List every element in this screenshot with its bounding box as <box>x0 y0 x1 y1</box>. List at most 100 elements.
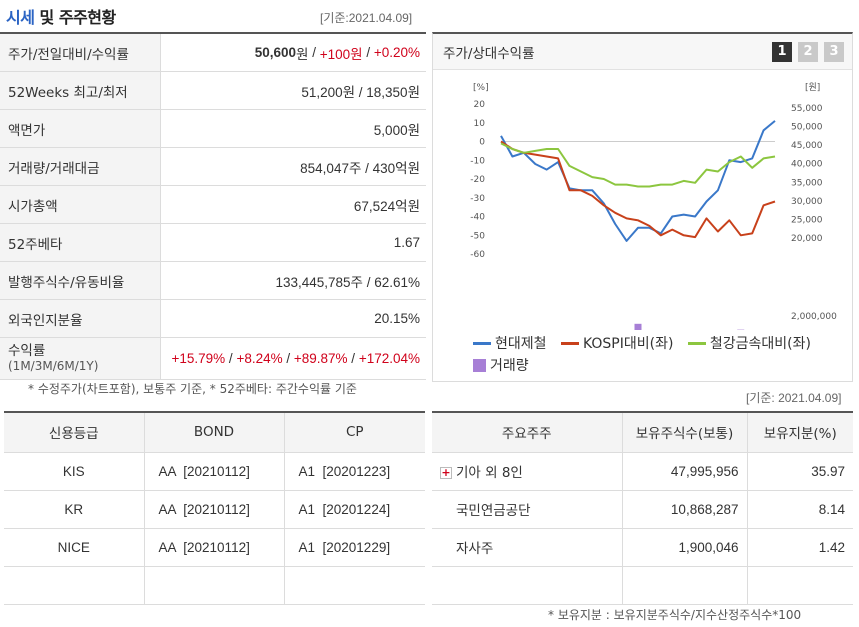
pct-cell: 8.14 <box>747 490 853 529</box>
shares-cell: 10,868,287 <box>622 490 748 529</box>
separator: / <box>308 45 320 60</box>
price-change: +100원 <box>319 46 363 62</box>
returns-label: 수익률 <box>8 342 46 359</box>
summary-label: 발행주식수/유동비율 <box>0 262 161 299</box>
agency-cell: KR <box>4 490 145 529</box>
summary-row: 발행주식수/유동비율 133,445,785주 / 62.61% <box>0 262 426 300</box>
returns-sublabel: (1M/3M/6M/1Y) <box>8 358 99 373</box>
return-1m: +15.79% <box>171 351 226 366</box>
left-tick-label: -20 <box>470 175 485 185</box>
price-unit: 원 <box>296 46 309 62</box>
summary-value: 854,047주 / 430억원 <box>300 160 420 176</box>
chart-panel: 주가/상대수익률 1 2 3 [%] [원] 20 10 0 -10 -20 -30 -40 -5… <box>432 32 853 382</box>
empty-cell <box>144 566 285 605</box>
page-title: 시세 및 주주현황 <box>6 4 116 28</box>
summary-label: 거래량/거래대금 <box>0 148 161 185</box>
summary-label: 외국인지분율 <box>0 300 161 337</box>
empty-cell <box>747 566 853 605</box>
chart-legend: 현대제철 KOSPI대비(좌) 철강금속대비(좌) 거래량 <box>473 332 853 376</box>
chart-pager: 1 2 3 <box>772 41 844 62</box>
holder-cell: + 기아 외 8인 <box>432 452 623 491</box>
separator: / <box>282 351 294 366</box>
legend-label: KOSPI대비(좌) <box>582 336 674 352</box>
title-rest: 및 주주현황 <box>39 8 117 27</box>
column-header: 주요주주 <box>432 412 623 453</box>
series-line <box>500 120 776 242</box>
summary-row-returns: 수익률 (1M/3M/6M/1Y) +15.79% / +8.24% / +89… <box>0 338 426 380</box>
legend-swatch <box>473 341 491 345</box>
right-tick-label: 25,000 <box>791 215 823 225</box>
expand-plus-icon[interactable]: + <box>440 466 452 479</box>
separator: / <box>362 45 374 60</box>
table-header-row: 주요주주 보유주식수(보통) 보유지분(%) <box>432 412 853 453</box>
right-tick-label: 40,000 <box>791 160 823 170</box>
holders-note: * 보유지분 : 보유지분주식수/지수산정주식수*100 <box>548 608 802 622</box>
volume-tick-label: 2,000,000 <box>791 312 837 322</box>
right-tick-label: 50,000 <box>791 123 823 133</box>
legend-swatch <box>473 358 486 372</box>
table-row: + 기아 외 8인 47,995,956 35.97 <box>432 452 853 491</box>
summary-row: 52Weeks 최고/최저 51,200원 / 18,350원 <box>0 72 426 110</box>
table-header-row: 신용등급 BOND CP <box>4 412 425 453</box>
summary-label: 시가총액 <box>0 186 161 223</box>
legend-label: 철강금속대비(좌) <box>709 336 811 352</box>
holders-basis-date: [기준: 2021.04.09] <box>746 391 842 405</box>
summary-note: * 수정주가(차트포함), 보통주 기준, * 52주베타: 주간수익률 기준 <box>28 382 357 396</box>
summary-row-price: 주가/전일대비/수익률 50,600 원 / +100원 / +0.20% <box>0 34 426 72</box>
pct-cell: 1.42 <box>747 528 853 567</box>
series-line <box>500 140 776 239</box>
chart-title: 주가/상대수익률 <box>443 45 535 62</box>
pct-cell: 35.97 <box>747 452 853 491</box>
legend-label: 거래량 <box>490 358 529 374</box>
summary-row: 거래량/거래대금 854,047주 / 430억원 <box>0 148 426 186</box>
summary-value: 5,000원 <box>373 122 420 138</box>
chart-page-2-button[interactable]: 2 <box>798 41 818 62</box>
holder-cell: 국민연금공단 <box>432 490 623 529</box>
right-tick-label: 55,000 <box>791 104 823 114</box>
table-row: NICE AA [20210112] A1 [20201229] <box>4 528 425 567</box>
summary-row: 액면가 5,000원 <box>0 110 426 148</box>
legend-swatch <box>687 341 706 345</box>
summary-row: 외국인지분율 20.15% <box>0 300 426 338</box>
column-header: 보유지분(%) <box>747 412 853 453</box>
summary-row: 시가총액 67,524억원 <box>0 186 426 224</box>
left-tick-label: 10 <box>474 119 486 129</box>
column-header: CP <box>284 412 425 453</box>
basis-date: [기준:2021.04.09] <box>320 11 413 25</box>
summary-value: +15.79% / +8.24% / +89.87% / +172.04% <box>161 338 426 379</box>
separator: / <box>347 351 359 366</box>
holder-cell: 자사주 <box>432 528 623 567</box>
column-header: 신용등급 <box>4 412 145 453</box>
table-row: 국민연금공단 10,868,287 8.14 <box>432 490 853 529</box>
left-tick-label: -10 <box>470 156 485 166</box>
summary-value: 20.15% <box>374 311 420 326</box>
summary-value: 1.67 <box>393 235 420 250</box>
right-tick-label: 35,000 <box>791 178 823 188</box>
volume-bar <box>634 323 642 330</box>
bond-cell: AA [20210112] <box>144 528 285 567</box>
summary-label: 52주베타 <box>0 224 161 261</box>
empty-cell <box>4 566 145 605</box>
legend-swatch <box>560 341 579 345</box>
legend-label: 현대제철 <box>495 336 547 352</box>
left-tick-label: -30 <box>470 194 485 204</box>
chart-page-1-button[interactable]: 1 <box>772 41 792 62</box>
right-tick-label: 20,000 <box>791 234 823 244</box>
legend-item: KOSPI대비(좌) <box>560 332 674 354</box>
return-1y: +172.04% <box>358 351 420 366</box>
summary-value: 51,200원 / 18,350원 <box>301 84 420 100</box>
agency-cell: NICE <box>4 528 145 567</box>
chart-page-3-button[interactable]: 3 <box>824 41 844 62</box>
empty-cell <box>622 566 748 605</box>
price-chart: [%] [원] 20 10 0 -10 -20 -30 -40 -50 -60 55,000 50,00… <box>470 82 837 330</box>
bond-cell: AA [20210112] <box>144 452 285 491</box>
agency-cell: KIS <box>4 452 145 491</box>
summary-label: 액면가 <box>0 110 161 147</box>
legend-item: 현대제철 <box>473 332 547 354</box>
summary-label: 수익률 (1M/3M/6M/1Y) <box>0 338 161 379</box>
table-row-empty <box>432 566 853 605</box>
summary-value: 67,524억원 <box>353 198 420 214</box>
table-row: 자사주 1,900,046 1.42 <box>432 528 853 567</box>
holder-name: 국민연금공단 <box>456 503 531 519</box>
legend-item: 철강금속대비(좌) <box>687 332 811 354</box>
